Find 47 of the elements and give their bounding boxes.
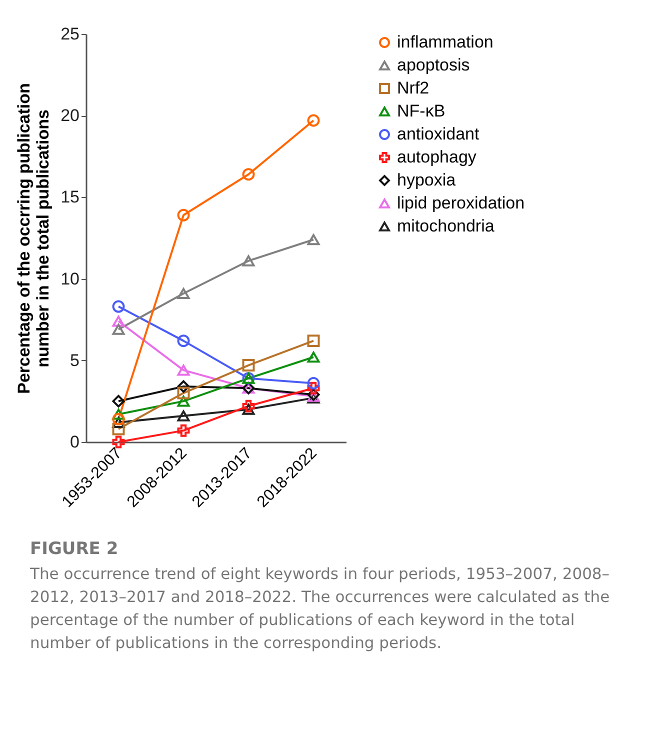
- y-tick-label: 0: [70, 432, 80, 452]
- legend-label: Nrf2: [397, 78, 430, 98]
- y-axis-title: Percentage of the occrring publication number in the total publications: [14, 83, 53, 394]
- point: [307, 352, 320, 363]
- y-tick-label: 20: [60, 106, 80, 126]
- point: [177, 334, 190, 348]
- point: [307, 334, 320, 348]
- point: [112, 316, 125, 327]
- y-tick-label: 25: [60, 24, 80, 44]
- point: [177, 288, 190, 300]
- text: The occurrence trend of eight keywords in four periods, 1953–2007, 2008–2012, 2013–2017 and 2018–2022. The occurrences were calculated as the percentage of the number of publications of each keyword in the total number of publications in the corresponding periods.: [30, 564, 611, 654]
- point: [242, 404, 255, 415]
- legend-label: lipid peroxidation: [397, 194, 525, 212]
- point: [112, 394, 125, 408]
- caption: FIGURE 2: [30, 539, 120, 559]
- point: [307, 382, 320, 394]
- point: [112, 300, 125, 313]
- point: [177, 364, 190, 376]
- point: [242, 400, 255, 412]
- y-tick-label: 10: [60, 269, 80, 288]
- point: [242, 359, 255, 372]
- y-tick-label: 15: [60, 188, 80, 207]
- point: [112, 408, 125, 420]
- point: [112, 436, 125, 448]
- point: [177, 208, 190, 222]
- legend-label: autophagy: [397, 148, 477, 166]
- y-tick-label: 5: [70, 350, 80, 370]
- point: [112, 324, 125, 335]
- point: [242, 255, 255, 266]
- point: [177, 386, 190, 400]
- point: [177, 424, 190, 437]
- legend-label: antioxidant: [397, 124, 480, 144]
- legend-label: mitochondria: [397, 216, 495, 236]
- legend-label: apoptosis: [397, 56, 470, 74]
- point: [112, 412, 125, 426]
- point: [307, 377, 320, 390]
- legend-label: inflammation: [397, 32, 494, 52]
- legend-label: hypoxia: [397, 170, 456, 190]
- point: [177, 396, 190, 407]
- point: [307, 114, 320, 127]
- point: [112, 422, 125, 436]
- point: [307, 234, 320, 246]
- point: [112, 416, 125, 428]
- point: [242, 168, 255, 181]
- legend-label: NF-κB: [397, 102, 446, 120]
- point: [177, 410, 190, 422]
- point: [177, 380, 190, 393]
